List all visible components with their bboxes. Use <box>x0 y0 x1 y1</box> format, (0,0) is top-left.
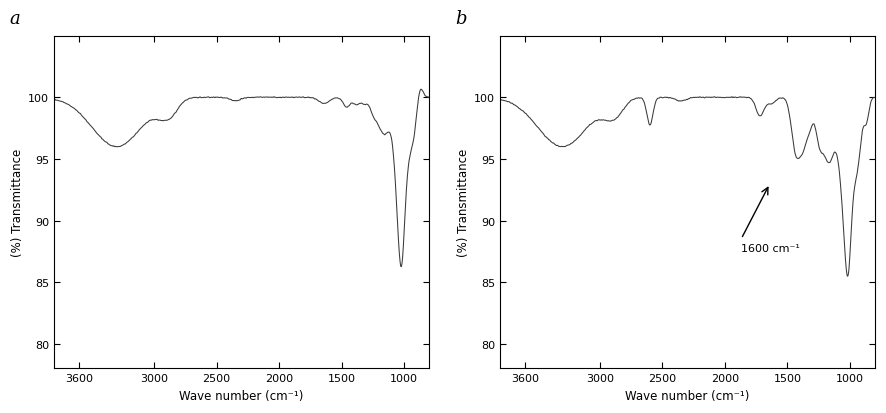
Y-axis label: (%) Transmittance: (%) Transmittance <box>457 149 470 256</box>
Y-axis label: (%) Transmittance: (%) Transmittance <box>12 149 24 256</box>
Text: b: b <box>455 10 466 28</box>
X-axis label: Wave number (cm⁻¹): Wave number (cm⁻¹) <box>626 389 750 402</box>
Text: a: a <box>9 10 19 28</box>
Text: 1600 cm⁻¹: 1600 cm⁻¹ <box>742 243 800 253</box>
X-axis label: Wave number (cm⁻¹): Wave number (cm⁻¹) <box>180 389 304 402</box>
